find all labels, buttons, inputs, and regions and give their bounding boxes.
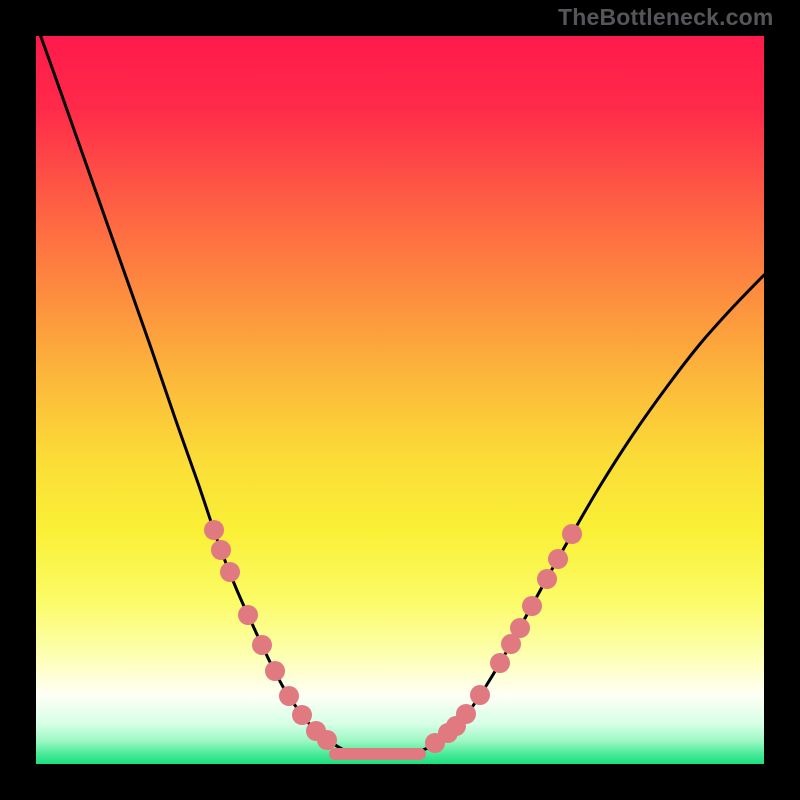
marker-dot xyxy=(470,685,490,705)
marker-dot xyxy=(252,635,272,655)
marker-dot xyxy=(548,549,568,569)
marker-dot xyxy=(562,524,582,544)
marker-dot xyxy=(238,605,258,625)
marker-dot xyxy=(204,520,224,540)
bottleneck-chart xyxy=(0,0,800,800)
marker-dot xyxy=(490,653,510,673)
marker-dot xyxy=(510,618,530,638)
marker-dot xyxy=(292,705,312,725)
watermark-text: TheBottleneck.com xyxy=(558,4,774,31)
marker-dot xyxy=(456,704,476,724)
marker-dot xyxy=(279,686,299,706)
marker-dot xyxy=(220,562,240,582)
marker-dot xyxy=(522,596,542,616)
plot-gradient-background xyxy=(36,36,764,764)
chart-container: TheBottleneck.com xyxy=(0,0,800,800)
marker-dot xyxy=(211,540,231,560)
marker-dot xyxy=(265,661,285,681)
marker-dot xyxy=(317,730,337,750)
marker-dot xyxy=(537,569,557,589)
